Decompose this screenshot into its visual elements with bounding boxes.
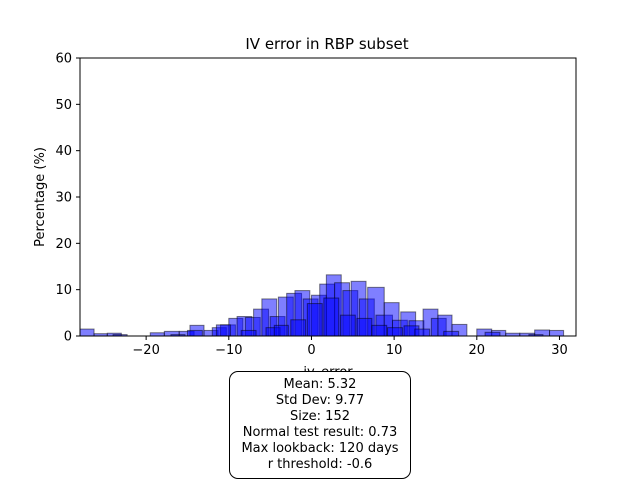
y-tick-label: 50	[55, 98, 72, 113]
histogram-bar	[414, 328, 431, 337]
stat-max-lookback: Max lookback: 120 days	[241, 441, 399, 456]
y-tick-label: 20	[55, 237, 72, 252]
y-axis-label: Percentage (%)	[33, 147, 48, 247]
stat-r-threshold: r threshold: -0.6	[267, 457, 373, 472]
x-tick-label: −10	[215, 343, 242, 358]
stat-size: Size: 152	[289, 409, 350, 424]
statistics-annotation-box: Mean: 5.32 Std Dev: 9.77 Size: 152 Norma…	[229, 371, 411, 479]
histogram-bar	[484, 331, 501, 337]
y-tick-label: 0	[64, 330, 72, 345]
histogram-bar	[356, 317, 373, 337]
x-tick-label: 20	[469, 343, 486, 358]
histogram-bar	[273, 324, 289, 337]
histogram-bar	[215, 324, 231, 337]
x-tick-label: 10	[386, 343, 403, 358]
histogram-bar	[79, 328, 95, 337]
x-tick-label: −20	[132, 343, 159, 358]
stat-std-dev: Std Dev: 9.77	[275, 393, 365, 408]
histogram-bar	[186, 329, 203, 337]
chart-title: IV error in RBP subset	[245, 35, 408, 53]
y-tick-label: 60	[55, 52, 72, 67]
histogram-bar	[339, 314, 356, 337]
histogram-bar	[323, 297, 340, 337]
x-tick-label: 0	[307, 343, 315, 358]
histogram-bar	[549, 329, 565, 337]
histogram-bar	[443, 330, 460, 337]
stat-mean: Mean: 5.32	[283, 377, 357, 392]
histogram-bar	[371, 324, 388, 337]
stat-normal-test: Normal test result: 0.73	[242, 425, 398, 440]
x-tick-label: 30	[551, 343, 568, 358]
histogram-bars	[79, 274, 565, 337]
histogram-bar	[240, 329, 257, 337]
x-axis: −20 −10 0 10 20 30	[132, 336, 568, 358]
histogram-bar	[306, 303, 323, 337]
histogram-bar	[387, 327, 403, 337]
y-tick-label: 10	[55, 283, 72, 298]
y-tick-label: 40	[55, 144, 72, 159]
histogram-bar	[290, 319, 307, 337]
y-tick-label: 30	[55, 191, 72, 206]
y-axis: 0 10 20 30 40 50 60	[55, 52, 80, 345]
